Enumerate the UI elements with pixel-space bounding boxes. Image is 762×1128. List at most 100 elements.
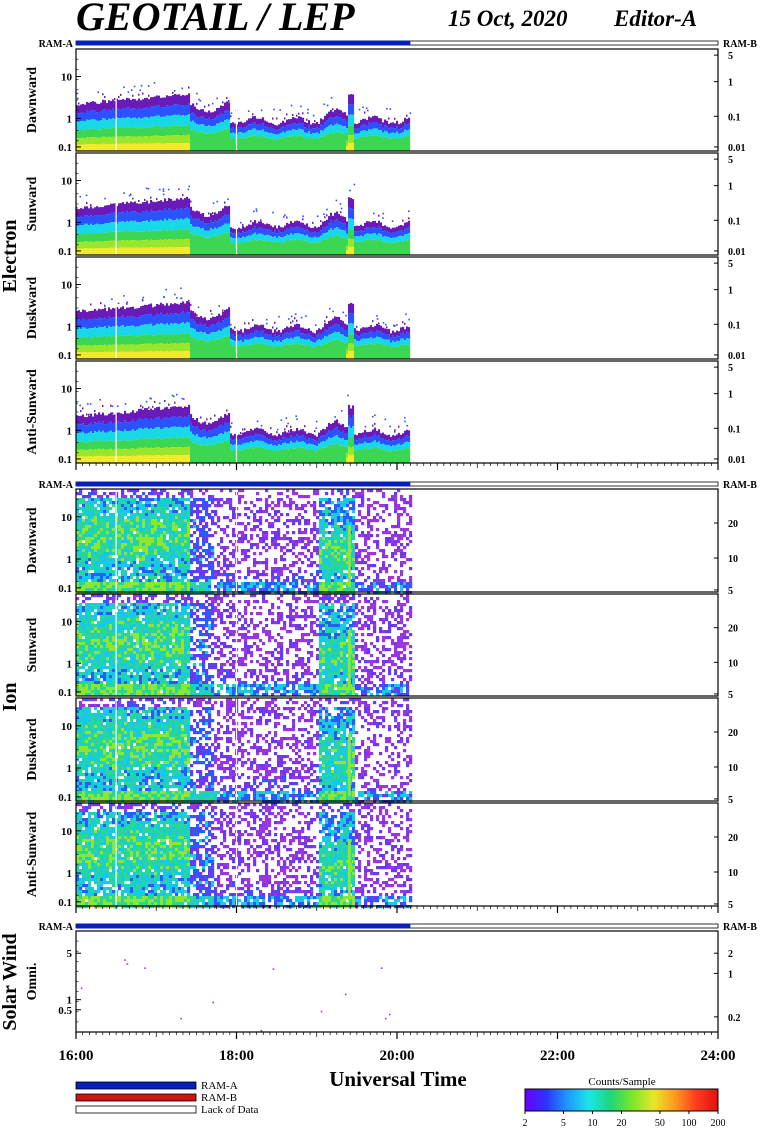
y-tick-label: 0.1 <box>58 687 72 699</box>
group-label: Ion <box>0 683 21 712</box>
x-tick-label: 24:00 <box>701 1048 736 1064</box>
panel-ion-anti-sunward: Anti-Sunward 10 1 0.1 20 10 5 <box>25 802 738 911</box>
data-point <box>180 1017 182 1020</box>
panel-spectrogram <box>76 594 413 697</box>
y-tick-label: 10 <box>61 721 73 733</box>
y2-tick-label: 1 <box>728 78 733 89</box>
ram-b-bar-label: RAM-B <box>723 922 757 933</box>
y-tick-label: 10 <box>61 617 73 629</box>
y2-tick-label: 0.01 <box>728 351 746 362</box>
data-point <box>344 993 347 996</box>
y-tick-label: 1 <box>67 868 73 880</box>
colorbar-tick-label: 50 <box>655 1118 665 1128</box>
data-point <box>384 1017 387 1020</box>
y2-tick-label: 0.1 <box>728 424 741 435</box>
panel-ion-duskward: Duskward 10 1 0.1 20 10 5 <box>25 697 738 806</box>
legend-label: Lack of Data <box>201 1104 259 1116</box>
y2-tick-label: 5 <box>728 51 733 62</box>
legend-swatch <box>75 1081 197 1090</box>
panel-ion-sunward: Sunward 10 1 0.1 20 10 5 <box>25 593 738 701</box>
y2-tick-label: 20 <box>728 519 738 530</box>
ram-a-bar <box>76 40 411 46</box>
panel-spectrogram <box>76 287 411 359</box>
y-tick-label: 10 <box>61 72 73 84</box>
y-tick-label: 1 <box>67 554 73 566</box>
y2-tick-label: 0.1 <box>728 216 741 227</box>
y2-tick-label: 20 <box>728 624 738 635</box>
y-tick-label: 0.1 <box>58 246 72 258</box>
data-point <box>212 1001 215 1004</box>
y2-tick-label: 5 <box>728 586 733 597</box>
y-tick-label: 1 <box>67 113 73 125</box>
panel-electron-dawnward: Dawnward 10 1 0.1 5 1 0.1 0.01 <box>25 48 746 154</box>
y-tick-label: 0.5 <box>58 1005 72 1017</box>
plot-date: 15 Oct, 2020 <box>448 6 568 31</box>
y2-tick-label: 5 <box>728 795 733 806</box>
y2-tick-label: 10 <box>728 868 738 879</box>
panel-label: Anti-Sunward <box>25 369 40 455</box>
colorbar-gradient <box>524 1088 719 1112</box>
y2-tick-label: 2 <box>728 949 733 960</box>
y2-tick-label: 1 <box>728 286 733 297</box>
panel-label: Sunward <box>25 177 40 232</box>
colorbar-tick-label: 100 <box>681 1118 696 1128</box>
ram-a-bar-label: RAM-A <box>39 39 74 50</box>
y-tick-label: 10 <box>61 280 73 292</box>
group-label: Electron <box>0 220 21 293</box>
panel-electron-anti-sunward: Anti-Sunward 10 1 0.1 5 1 0.1 0.01 <box>25 360 746 466</box>
panel-label: Anti-Sunward <box>25 812 40 898</box>
data-point <box>272 968 275 970</box>
y-tick-label: 0.1 <box>58 142 72 154</box>
ram-b-bar-label: RAM-B <box>723 480 757 491</box>
y-tick-label: 10 <box>61 384 73 396</box>
data-point <box>320 1010 323 1013</box>
panel-spectrogram <box>76 393 411 463</box>
y-tick-label: 0.1 <box>58 350 72 362</box>
panel-electron-sunward: Sunward 10 1 0.1 5 1 0.1 0.01 <box>25 152 746 258</box>
panel-frame <box>75 930 719 1033</box>
panel-spectrogram <box>76 803 413 909</box>
x-axis: 16:00 18:00 20:00 22:00 24:00 <box>59 463 736 1064</box>
group-label: Solar Wind <box>0 933 21 1030</box>
panel-spectrogram <box>76 183 411 255</box>
y2-tick-label: 10 <box>728 763 738 774</box>
y2-tick-label: 0.1 <box>728 112 741 123</box>
y2-tick-label: 20 <box>728 833 738 844</box>
legend-label: RAM-A <box>201 1080 238 1092</box>
data-point <box>124 959 126 961</box>
y2-tick-label: 5 <box>728 363 733 374</box>
x-tick-label: 18:00 <box>219 1048 254 1064</box>
ram-a-bar-label: RAM-A <box>39 480 74 491</box>
ram-b-bar-label: RAM-B <box>723 39 757 50</box>
y-tick-label: 10 <box>61 176 73 188</box>
y2-tick-label: 0.01 <box>728 143 746 154</box>
x-tick-label: 20:00 <box>380 1048 415 1064</box>
panel-electron-duskward: Duskward 10 1 0.1 5 1 0.1 0.01 <box>25 256 746 362</box>
data-point <box>388 1013 391 1016</box>
ram-bars: RAM-A RAM-B RAM-A RAM-B RAM-A RAM-B <box>39 39 758 933</box>
y-tick-label: 0.1 <box>58 454 72 466</box>
y2-tick-label: 1 <box>728 390 733 401</box>
y2-tick-label: 0.01 <box>728 455 746 466</box>
ram-a-bar <box>76 481 411 487</box>
y-tick-label: 1 <box>67 658 73 670</box>
panel-label: Sunward <box>25 618 40 673</box>
y2-tick-label: 5 <box>728 690 733 701</box>
colorbar-tick-label: 5 <box>561 1118 566 1128</box>
y-tick-label: 10 <box>61 512 73 524</box>
colorbar-tick-label: 20 <box>617 1118 627 1128</box>
panel-spectrogram <box>76 698 413 804</box>
y2-tick-label: 0.1 <box>728 320 741 331</box>
y-tick-label: 1 <box>67 995 73 1007</box>
y-tick-label: 10 <box>61 826 73 838</box>
y2-tick-label: 10 <box>728 554 738 565</box>
y-tick-label: 5 <box>67 948 73 960</box>
group-labels: Electron Ion Solar Wind <box>0 220 21 1031</box>
ram-a-bar-label: RAM-A <box>39 922 74 933</box>
y2-tick-label: 0.01 <box>728 247 746 258</box>
panel-ion-dawnward: Dawnward 10 1 0.1 20 10 5 <box>25 488 738 597</box>
colorbar: Counts/Sample 2 5 10 20 50 100 200 <box>523 1076 726 1128</box>
y2-tick-label: 20 <box>728 728 738 739</box>
y2-tick-label: 0.2 <box>728 1013 741 1024</box>
